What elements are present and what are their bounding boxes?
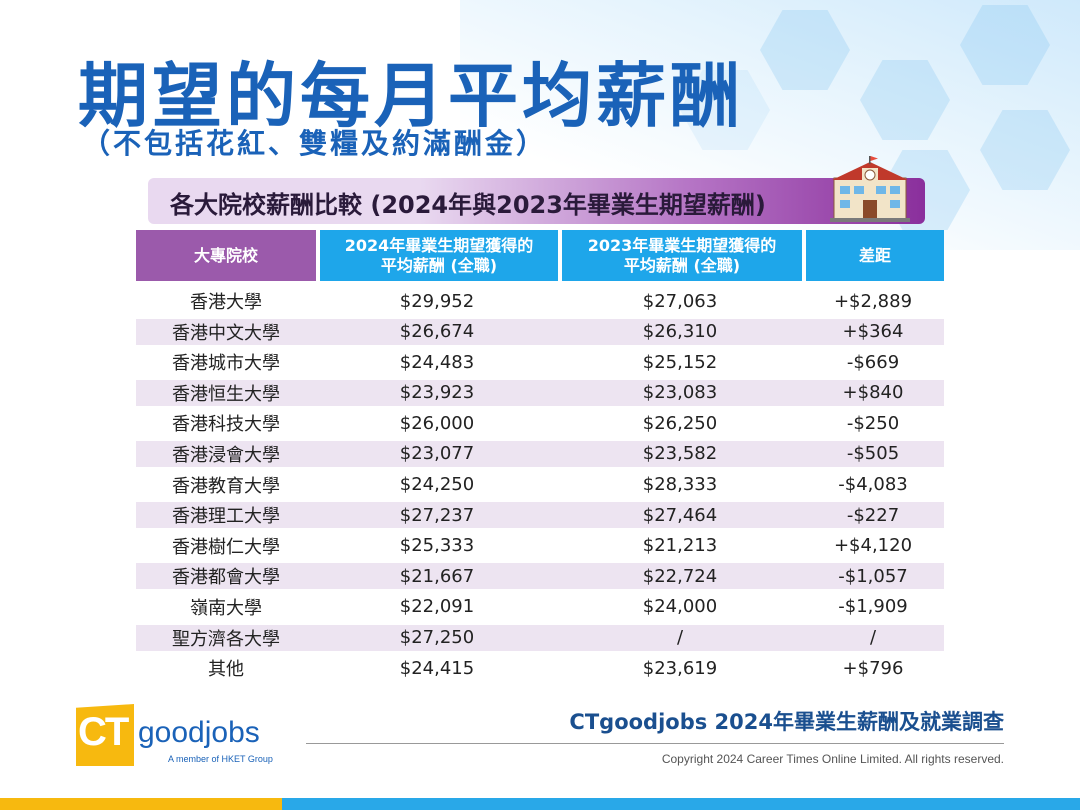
cell-institution: 聖方濟各大學 [172,628,280,650]
table-row: 香港恒生大學 $23,923 $23,083 +$840 [136,379,944,406]
cell-institution: 香港恒生大學 [172,383,280,405]
cell-2023-salary: $22,724 [642,565,718,587]
cell-difference: +$840 [842,382,904,404]
cell-difference: -$1,057 [838,565,908,587]
logo-tagline: A member of HKET Group [168,754,273,764]
cell-difference: -$227 [846,504,900,526]
table-row: 香港城市大學 $24,483 $25,152 -$669 [136,349,944,375]
table-row: 香港理工大學 $27,237 $27,464 -$227 [136,502,944,529]
table-row: 嶺南大學 $22,091 $24,000 -$1,909 [136,594,944,620]
header-label: 2023年畢業生期望獲得的 平均薪酬 (全職) [587,235,777,275]
header-difference: 差距 [806,230,944,281]
cell-institution: 香港浸會大學 [172,444,280,466]
cell-institution: 香港中文大學 [172,322,280,344]
cell-2024-salary: $26,674 [399,321,475,343]
cell-difference: -$669 [846,351,900,373]
copyright-notice: Copyright 2024 Career Times Online Limit… [661,752,1004,766]
table-body: 香港大學 $29,952 $27,063 +$2,889 香港中文大學 $26,674 $2… [136,288,944,681]
cell-difference: -$4,083 [838,474,908,496]
header-label: 差距 [858,245,891,265]
cell-institution: 香港樹仁大學 [172,536,280,558]
header-institution: 大專院校 [136,230,316,281]
cell-2023-salary: $27,464 [642,504,718,526]
header-2023-salary: 2023年畢業生期望獲得的 平均薪酬 (全職) [562,230,802,281]
page-title: 期望的每月平均薪酬 [78,55,744,137]
survey-title: CTgoodjobs 2024年畢業生薪酬及就業調查 [569,710,1004,734]
logo-ct-text: CT [78,710,129,754]
header-label: 2024年畢業生期望獲得的 平均薪酬 (全職) [344,235,534,275]
table-row: 香港樹仁大學 $25,333 $21,213 +$4,120 [136,533,944,559]
cell-2023-salary: $26,310 [642,321,718,343]
cell-2023-salary: $24,000 [642,596,718,618]
cell-2024-salary: $21,667 [399,565,475,587]
cell-difference: / [869,627,877,649]
salary-comparison-table: 大專院校 2024年畢業生期望獲得的 平均薪酬 (全職) 2023年畢業生期望獲… [136,230,944,686]
table-row: 香港都會大學 $21,667 $22,724 -$1,057 [136,563,944,590]
cell-2023-salary: $26,250 [642,412,718,434]
cell-institution: 香港理工大學 [172,506,280,528]
cell-2023-salary: $23,619 [642,657,718,679]
page-subtitle: （不包括花紅、雙糧及約滿酬金） [82,127,548,160]
cell-institution: 香港科技大學 [172,414,280,436]
cell-difference: +$796 [842,657,904,679]
cell-institution: 香港大學 [190,292,262,313]
table-row: 香港科技大學 $26,000 $26,250 -$250 [136,410,944,436]
cell-2023-salary: $27,063 [642,290,718,312]
cell-2024-salary: $22,091 [399,596,475,618]
cell-2024-salary: $23,923 [399,382,475,404]
section-banner: 各大院校薪酬比較 (2024年與2023年畢業生期望薪酬) [148,178,925,224]
table-row: 香港教育大學 $24,250 $28,333 -$4,083 [136,472,944,498]
cell-2023-salary: $28,333 [642,474,718,496]
cell-institution: 嶺南大學 [190,597,262,619]
table-row: 其他 $24,415 $23,619 +$796 [136,655,944,681]
logo-mark [76,704,134,766]
ctgoodjobs-logo: CT goodjobs A member of HKET Group [76,704,286,770]
cell-institution: 其他 [208,659,244,681]
cell-2024-salary: $24,415 [399,657,475,679]
cell-institution: 香港城市大學 [172,353,280,375]
footer-divider [306,743,1004,744]
cell-2023-salary: $21,213 [642,535,718,557]
cell-2024-salary: $27,250 [399,627,475,649]
cell-2024-salary: $23,077 [399,443,475,465]
cell-difference: +$364 [842,321,904,343]
header-label: 大專院校 [193,245,258,265]
table-row: 香港中文大學 $26,674 $26,310 +$364 [136,318,944,345]
school-building-icon [830,156,910,222]
cell-institution: 香港教育大學 [172,475,280,497]
cell-2024-salary: $26,000 [399,412,475,434]
cell-difference: -$1,909 [838,596,908,618]
cell-2023-salary: $23,083 [642,382,718,404]
cell-institution: 香港都會大學 [172,567,280,589]
cell-2024-salary: $27,237 [399,504,475,526]
cell-difference: +$2,889 [833,290,913,312]
table-row: 香港大學 $29,952 $27,063 +$2,889 [136,288,944,314]
footer-bar-yellow [0,798,282,810]
table-header: 大專院校 2024年畢業生期望獲得的 平均薪酬 (全職) 2023年畢業生期望獲… [136,230,944,281]
cell-difference: -$505 [846,443,900,465]
banner-title: 各大院校薪酬比較 (2024年與2023年畢業生期望薪酬) [170,191,766,219]
cell-2023-salary: $25,152 [642,351,718,373]
logo-name-text: goodjobs [138,716,260,749]
header-2024-salary: 2024年畢業生期望獲得的 平均薪酬 (全職) [320,230,558,281]
cell-2024-salary: $25,333 [399,535,475,557]
cell-difference: -$250 [846,412,900,434]
cell-2024-salary: $29,952 [399,290,475,312]
table-row: 香港浸會大學 $23,077 $23,582 -$505 [136,440,944,467]
cell-2023-salary: / [676,627,684,649]
cell-2024-salary: $24,250 [399,474,475,496]
cell-2024-salary: $24,483 [399,351,475,373]
footer-bar-blue [282,798,1080,810]
table-row: 聖方濟各大學 $27,250 / / [136,624,944,651]
cell-2023-salary: $23,582 [642,443,718,465]
cell-difference: +$4,120 [833,535,913,557]
